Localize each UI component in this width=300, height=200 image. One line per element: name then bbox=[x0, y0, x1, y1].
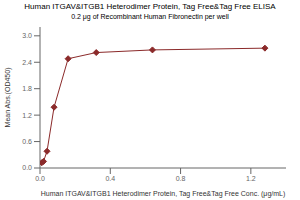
svg-text:1.2: 1.2 bbox=[246, 175, 256, 182]
svg-text:0.0: 0.0 bbox=[22, 164, 32, 171]
svg-text:0.8: 0.8 bbox=[176, 175, 186, 182]
svg-text:1.2: 1.2 bbox=[22, 112, 32, 119]
svg-text:0.4: 0.4 bbox=[105, 175, 115, 182]
html-text:Human ITGAV&ITGB1 Heterodimer: Human ITGAV&ITGB1 Heterodimer Protein, T… bbox=[24, 2, 276, 11]
svg-text:0.6: 0.6 bbox=[22, 138, 32, 145]
svg-text:0.0: 0.0 bbox=[35, 175, 45, 182]
svg-text:3.0: 3.0 bbox=[22, 32, 32, 39]
html-text:0.2 μg of Recombinant Human Fi: 0.2 μg of Recombinant Human Fibronectin … bbox=[71, 13, 229, 20]
svg-text:Human ITGAV&ITGB1 Heterodimer: Human ITGAV&ITGB1 Heterodimer Protein, T… bbox=[41, 190, 286, 198]
svg-text:1.8: 1.8 bbox=[22, 85, 32, 92]
svg-text:2.4: 2.4 bbox=[22, 59, 32, 66]
svg-text:Mean Abs.(OD450): Mean Abs.(OD450) bbox=[8, 68, 12, 128]
